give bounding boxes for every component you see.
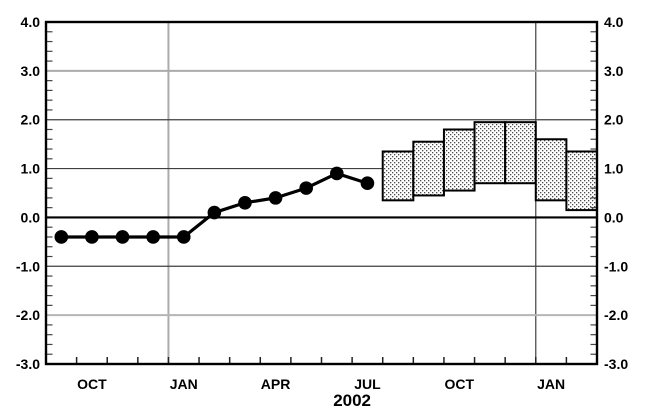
y-axis-label-right: -2.0 xyxy=(604,307,628,323)
y-axis-label-right: -1.0 xyxy=(604,258,628,274)
x-axis-label-month: JAN xyxy=(537,376,565,392)
forecast-range-box xyxy=(442,128,476,192)
forecast-range-box xyxy=(381,150,415,202)
y-axis-label-right: -3.0 xyxy=(604,356,628,372)
y-axis-label-right: 1.0 xyxy=(604,161,624,177)
x-axis-label-month: OCT xyxy=(444,376,474,392)
observed-point xyxy=(268,191,283,205)
y-axis-label-right: 4.0 xyxy=(604,14,624,30)
x-axis-label-month: JUL xyxy=(354,376,381,392)
x-axis-label-month: APR xyxy=(261,376,291,392)
y-axis-label-left: 3.0 xyxy=(21,63,41,79)
x-axis-label-month: JAN xyxy=(170,376,198,392)
y-axis-label-left: 0.0 xyxy=(21,209,41,225)
observed-point xyxy=(360,176,375,191)
observed-point xyxy=(176,230,191,244)
y-axis-label-right: 0.0 xyxy=(604,209,624,225)
observed-point xyxy=(238,195,252,210)
observed-point xyxy=(299,181,313,195)
plot-frame xyxy=(44,20,599,366)
forecast-range-box xyxy=(504,121,537,185)
y-axis-label-left: 4.0 xyxy=(21,14,41,30)
y-axis-label-left: -2.0 xyxy=(16,307,40,323)
observed-point xyxy=(207,205,222,220)
y-axis-label-left: -3.0 xyxy=(16,356,40,372)
forecast-range-box xyxy=(565,150,599,212)
forecast-range-box xyxy=(534,138,568,202)
forecast-range-box xyxy=(412,140,445,197)
observed-point xyxy=(85,230,99,244)
observed-point xyxy=(54,230,69,244)
y-axis-label-left: 2.0 xyxy=(21,112,41,128)
y-axis-label-right: 3.0 xyxy=(604,63,624,79)
observed-point xyxy=(330,166,344,181)
forecast-range-box xyxy=(473,121,507,185)
y-axis-label-left: -1.0 xyxy=(16,258,40,274)
observed-point xyxy=(115,230,130,244)
x-axis-year-label: 2002 xyxy=(333,391,371,410)
y-axis-label-right: 2.0 xyxy=(604,112,624,128)
y-axis-label-left: 1.0 xyxy=(21,161,41,177)
x-axis-label-month: OCT xyxy=(77,376,107,392)
observed-point xyxy=(146,230,160,244)
